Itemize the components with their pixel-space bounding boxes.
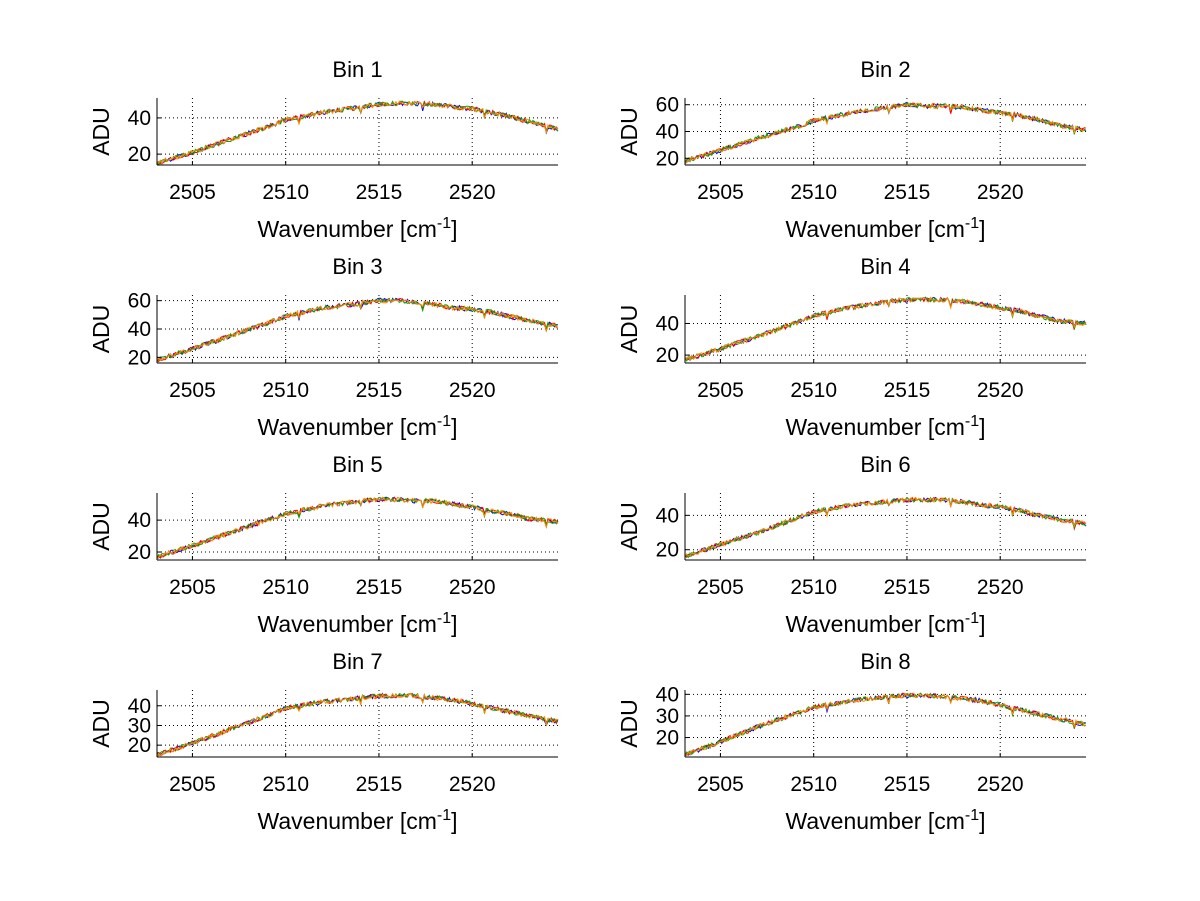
data-series-line	[156, 298, 559, 361]
y-axis-label: ADU	[88, 107, 114, 156]
y-axis-label: ADU	[616, 107, 642, 156]
subplot-title: Bin 2	[860, 57, 910, 82]
x-tick-label: 2520	[449, 576, 496, 599]
x-tick-label: 2515	[356, 379, 403, 402]
subplot-3: Bin 3 2505 2510 2515 2520 20 40 60 Wavenumber [c…	[88, 254, 559, 440]
y-tick-label: 20	[128, 734, 151, 757]
subplot-title: Bin 4	[860, 254, 910, 279]
y-axis-label: ADU	[88, 305, 114, 354]
data-series-line	[684, 296, 1087, 361]
subplot-4: Bin 4 2505 2510 2515 2520 20 40 Wavenumber [cm-…	[616, 254, 1087, 440]
data-series-line	[156, 496, 559, 559]
y-tick-label: 40	[128, 107, 151, 130]
subplot-5: Bin 5 2505 2510 2515 2520 20 40 Wavenumber [cm-…	[88, 452, 559, 637]
y-tick-label: 60	[656, 94, 679, 117]
y-tick-label: 40	[656, 312, 679, 335]
y-axis-label: ADU	[88, 699, 114, 748]
subplot-title: Bin 6	[860, 452, 910, 477]
y-axis-label: ADU	[616, 502, 642, 551]
data-series-line	[684, 101, 1086, 164]
x-tick-label: 2520	[449, 773, 496, 796]
x-tick-label: 2510	[790, 379, 837, 402]
y-tick-label: 20	[128, 346, 151, 369]
subplot-2: Bin 2 2505 2510 2515 2520 20 40 60 Wavenumber [c…	[616, 57, 1087, 242]
x-tick-label: 2510	[262, 576, 309, 599]
y-tick-label: 30	[656, 705, 679, 728]
y-tick-label: 40	[656, 121, 679, 144]
x-axis-label: Wavenumber [cm-1]	[786, 807, 986, 834]
x-tick-label: 2520	[977, 773, 1024, 796]
x-axis-label: Wavenumber [cm-1]	[786, 215, 986, 242]
x-tick-label: 2515	[356, 773, 403, 796]
subplot-6: Bin 6 2505 2510 2515 2520 20 40 Wavenumber [cm-…	[616, 452, 1087, 637]
x-tick-label: 2510	[262, 773, 309, 796]
y-tick-label: 30	[128, 714, 151, 737]
x-tick-label: 2515	[884, 181, 931, 204]
subplot-title: Bin 5	[332, 452, 382, 477]
x-tick-label: 2520	[977, 379, 1024, 402]
x-tick-label: 2515	[356, 576, 403, 599]
y-tick-label: 40	[128, 695, 151, 718]
x-tick-label: 2520	[449, 181, 496, 204]
y-tick-label: 40	[656, 504, 679, 527]
subplot-1: Bin 1 2505 2510 2515 2520 20 40 Wavenumber [cm-…	[88, 57, 559, 242]
x-tick-label: 2510	[790, 576, 837, 599]
x-tick-label: 2510	[790, 773, 837, 796]
x-tick-label: 2515	[884, 773, 931, 796]
x-axis-label: Wavenumber [cm-1]	[258, 807, 458, 834]
subplot-title: Bin 3	[332, 254, 382, 279]
subplot-title: Bin 8	[860, 649, 910, 674]
y-tick-label: 20	[128, 541, 151, 564]
x-tick-label: 2515	[356, 181, 403, 204]
x-axis-label: Wavenumber [cm-1]	[258, 413, 458, 440]
y-tick-label: 20	[656, 539, 679, 562]
data-series-line	[156, 692, 559, 758]
x-tick-label: 2505	[697, 773, 744, 796]
x-tick-label: 2505	[697, 379, 744, 402]
x-tick-label: 2515	[884, 576, 931, 599]
x-tick-label: 2510	[262, 379, 309, 402]
x-tick-label: 2510	[790, 181, 837, 204]
x-tick-label: 2505	[169, 379, 216, 402]
x-tick-label: 2505	[169, 576, 216, 599]
y-axis-label: ADU	[88, 502, 114, 551]
y-tick-label: 20	[128, 143, 151, 166]
y-tick-label: 60	[128, 290, 151, 313]
data-series-line	[684, 496, 1087, 557]
y-axis-label: ADU	[616, 699, 642, 748]
x-axis-label: Wavenumber [cm-1]	[786, 413, 986, 440]
x-axis-label: Wavenumber [cm-1]	[258, 610, 458, 637]
x-axis-label: Wavenumber [cm-1]	[258, 215, 458, 242]
x-axis-label: Wavenumber [cm-1]	[786, 610, 986, 637]
y-tick-label: 20	[656, 147, 679, 170]
y-tick-label: 40	[128, 318, 151, 341]
y-tick-label: 40	[128, 509, 151, 532]
x-tick-label: 2520	[977, 181, 1024, 204]
data-series-line	[684, 692, 1087, 756]
x-tick-label: 2505	[697, 576, 744, 599]
x-tick-label: 2505	[697, 181, 744, 204]
data-series-line	[156, 100, 559, 165]
x-tick-label: 2505	[169, 773, 216, 796]
x-tick-label: 2520	[977, 576, 1024, 599]
y-tick-label: 40	[656, 683, 679, 706]
y-tick-label: 20	[656, 727, 679, 750]
y-tick-label: 20	[656, 344, 679, 367]
x-tick-label: 2515	[884, 379, 931, 402]
x-tick-label: 2520	[449, 379, 496, 402]
x-tick-label: 2505	[169, 181, 216, 204]
subplot-title: Bin 1	[332, 57, 382, 82]
y-axis-label: ADU	[616, 305, 642, 354]
x-tick-label: 2510	[262, 181, 309, 204]
subplot-title: Bin 7	[332, 649, 382, 674]
